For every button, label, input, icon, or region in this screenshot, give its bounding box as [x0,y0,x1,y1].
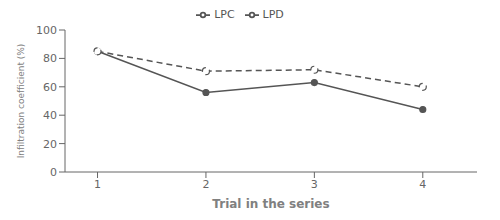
svg-text:1: 1 [94,178,101,191]
svg-text:3: 3 [311,178,318,191]
svg-text:2: 2 [202,178,209,191]
svg-text:100: 100 [36,24,57,37]
html-text:LPC: LPC [214,8,235,21]
svg-text:4: 4 [419,178,426,191]
svg-text:0: 0 [50,166,57,179]
svg-text:20: 20 [43,138,57,151]
svg-text:Infiltration coefficient (%): Infiltration coefficient (%) [16,44,26,159]
html-text:LPD: LPD [262,8,284,21]
svg-text:40: 40 [43,109,57,122]
svg-text:Trial in the series: Trial in the series [212,197,329,211]
svg-text:80: 80 [43,52,57,65]
svg-text:60: 60 [43,81,57,94]
